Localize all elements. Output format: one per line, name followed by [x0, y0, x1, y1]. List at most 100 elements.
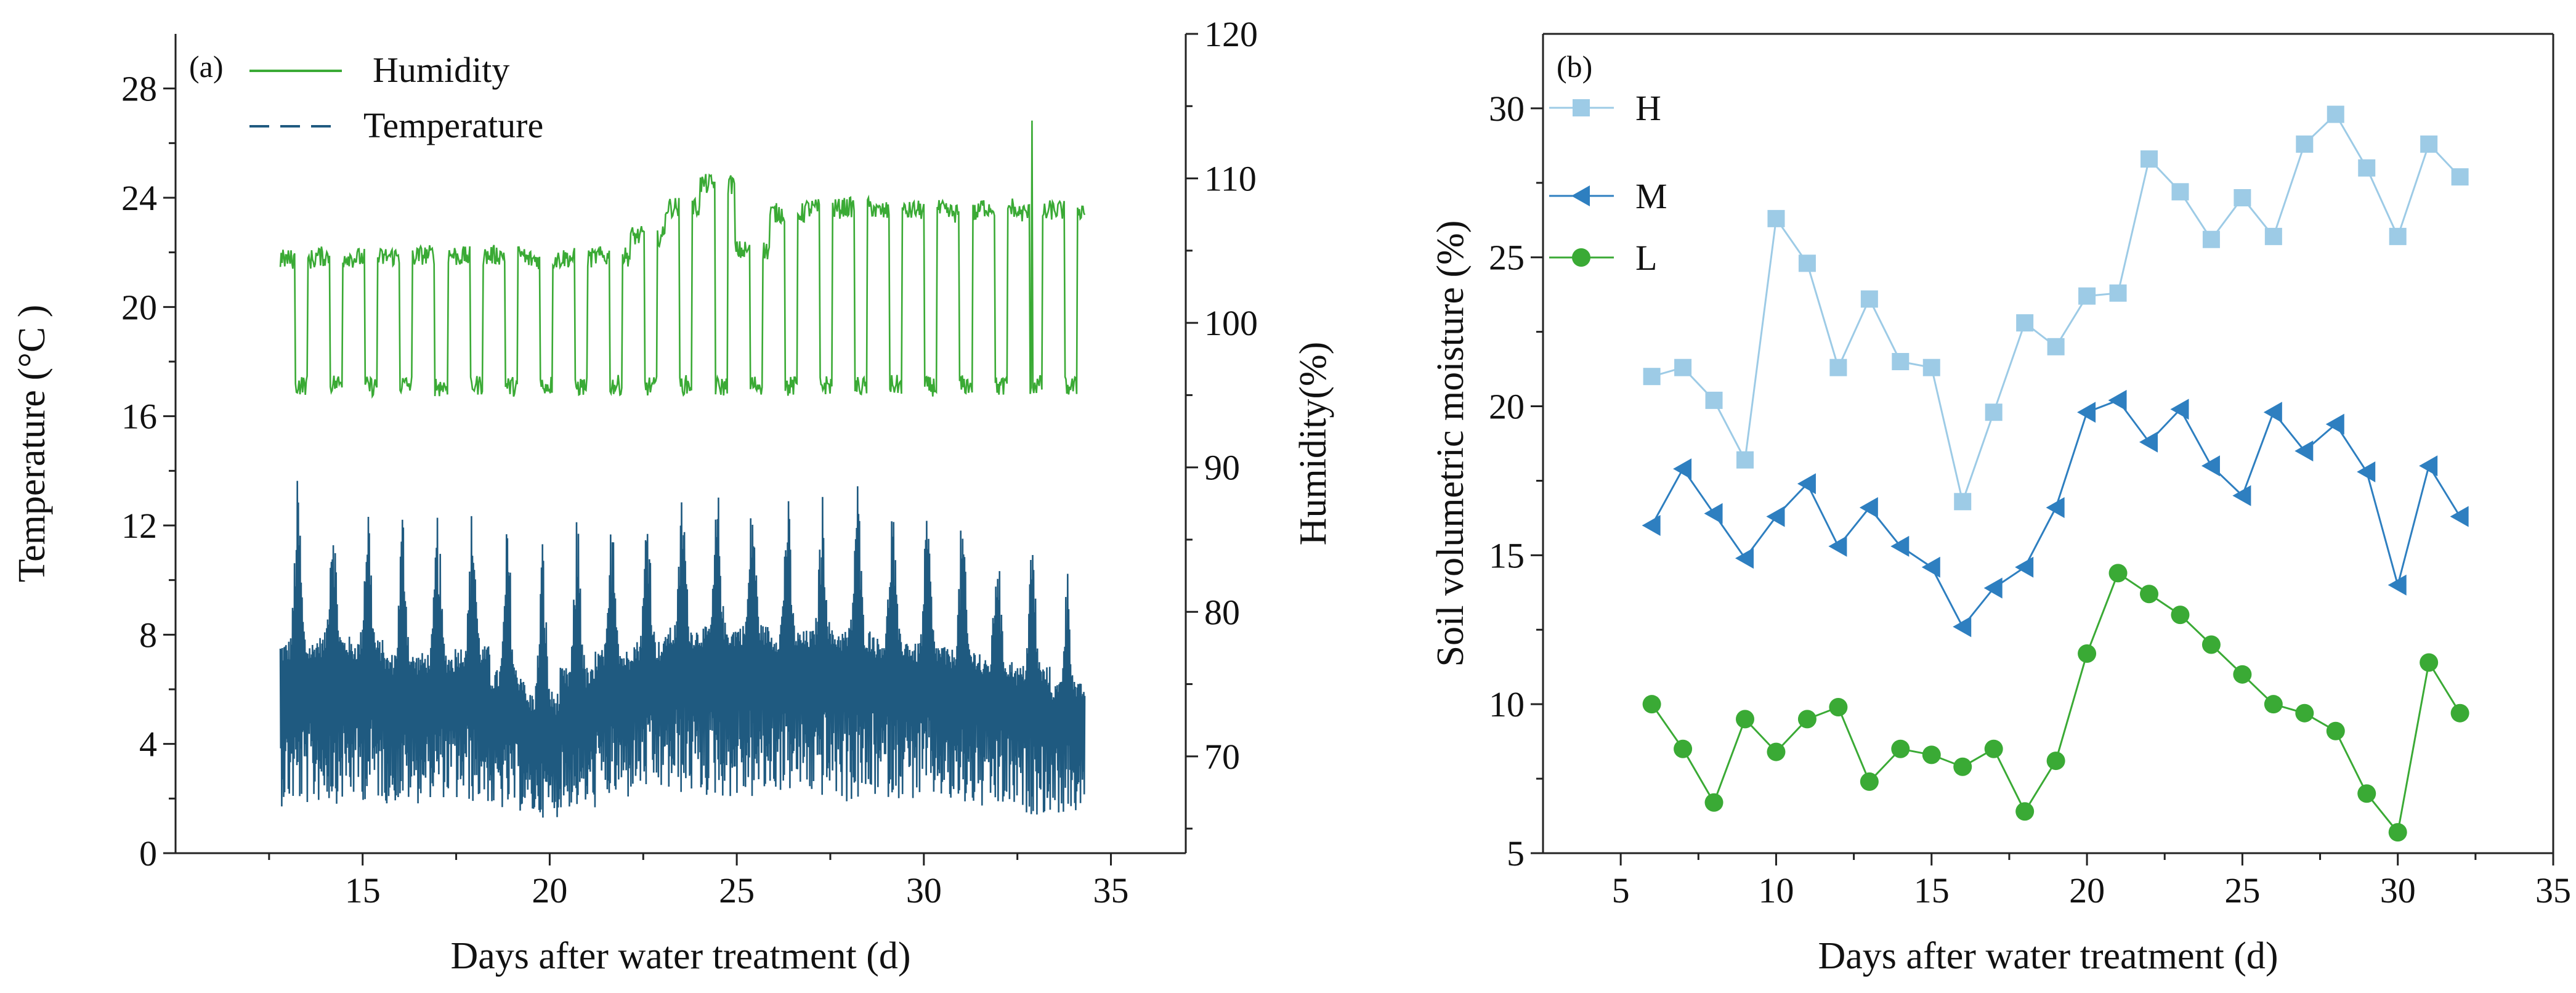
data-point-m — [1921, 556, 1940, 578]
data-point-m — [2108, 389, 2127, 411]
panel-b-axes: 5 10 15 20 25 30 35 5 10 15 20 25 30 — [1489, 33, 2571, 910]
data-point-m — [1735, 548, 1754, 569]
data-point-h — [2078, 287, 2096, 305]
panel-b-x-axis-title: Days after water treatment (d) — [1818, 935, 2278, 977]
data-point-h — [2202, 230, 2220, 248]
data-point-l — [2450, 703, 2469, 723]
data-point-l — [1642, 695, 1661, 714]
legend-label-temperature: Temperature — [363, 105, 543, 145]
panel-a-x-tick-label: 30 — [906, 870, 942, 910]
data-point-m — [2295, 440, 2314, 462]
panel-a-y-tick-label: 28 — [121, 69, 157, 109]
data-point-l — [2326, 721, 2345, 740]
series-line-l — [1651, 572, 2461, 835]
panel-a-y2-tick-label: 90 — [1204, 448, 1240, 488]
panel-b-plot-area — [1642, 105, 2469, 842]
data-point-h — [1798, 254, 1816, 272]
data-point-m — [1766, 506, 1785, 527]
panel-b-y-tick-label: 5 — [1507, 833, 1525, 873]
panel-a-y-tick-label: 20 — [121, 287, 157, 327]
data-point-m — [2232, 485, 2251, 506]
panel-a-x-tick-label: 20 — [532, 870, 567, 910]
panel-a-x-tick-label: 15 — [345, 870, 381, 910]
panel-b-x-tick-label: 35 — [2535, 870, 2571, 910]
data-point-h — [2327, 105, 2344, 123]
data-point-l — [1767, 742, 1786, 761]
legend-label-humidity: Humidity — [373, 50, 509, 90]
panel-a-legend: Humidity Temperature — [249, 50, 543, 145]
data-point-h — [1860, 290, 1878, 308]
legend-label-l: L — [1635, 238, 1657, 278]
panel-a-x-tick-label: 35 — [1093, 870, 1129, 910]
panel-b-x-tick-label: 25 — [2224, 870, 2260, 910]
panel-a-y-axis-title: Temperature (°C ) — [11, 305, 53, 583]
series-humidity — [279, 120, 1086, 399]
panel-b-y-tick-label: 10 — [1489, 684, 1525, 724]
data-point-h — [2141, 150, 2158, 168]
data-point-l — [1984, 739, 2003, 758]
panel-a-y2-tick-label: 110 — [1204, 159, 1257, 199]
data-point-m — [1953, 616, 1972, 638]
panel-a-label: (a) — [189, 49, 224, 84]
data-point-l — [2295, 703, 2314, 723]
data-point-m — [2450, 506, 2469, 527]
data-point-l — [1953, 757, 1972, 776]
panel-b-x-tick-label: 15 — [1914, 870, 1950, 910]
data-point-l — [1860, 772, 1879, 791]
panel-b-y-tick-label: 15 — [1489, 535, 1525, 575]
panel-a-y-tick-label: 24 — [121, 178, 157, 218]
panel-a-x-axis-title: Days after water treatment (d) — [450, 935, 910, 977]
panel-a-chart: 15 20 25 30 35 0 4 8 12 16 20 24 28 70 80 90 100 110 120 (… — [11, 14, 1334, 977]
legend-marker-l — [1572, 248, 1590, 267]
data-point-m — [1642, 515, 1661, 536]
data-point-l — [2140, 585, 2158, 604]
data-point-h — [2016, 314, 2034, 332]
data-point-h — [2358, 159, 2376, 177]
panel-b-x-tick-label: 30 — [2380, 870, 2416, 910]
data-point-h — [2264, 227, 2282, 245]
series-temperature — [279, 480, 1086, 818]
panel-a-y-tick-label: 16 — [121, 397, 157, 437]
panel-a-axes: 15 20 25 30 35 0 4 8 12 16 20 24 28 70 80 90 100 110 120 — [121, 14, 1258, 910]
legend-marker-h — [1573, 99, 1590, 116]
data-point-m — [1797, 473, 1816, 495]
series-m — [1642, 389, 2469, 638]
data-point-h — [1643, 368, 1661, 386]
panel-a-y-tick-label: 8 — [139, 615, 157, 655]
panel-a-y2-tick-label: 120 — [1204, 14, 1258, 54]
data-point-m — [2357, 461, 2376, 482]
data-point-h — [2171, 183, 2189, 201]
panel-b-y-tick-label: 30 — [1489, 89, 1525, 129]
data-point-h — [2109, 284, 2127, 302]
data-point-l — [1797, 710, 1817, 729]
data-point-l — [2078, 644, 2097, 663]
data-point-m — [1983, 577, 2003, 599]
series-h — [1643, 105, 2469, 511]
series-l — [1642, 564, 2469, 842]
data-point-h — [1892, 353, 1910, 370]
panel-a-plot-area — [279, 120, 1086, 818]
data-point-m — [2263, 402, 2282, 423]
data-point-h — [2451, 168, 2469, 186]
panel-a-y-tick-label: 4 — [139, 724, 157, 764]
legend-marker-m — [1571, 185, 1590, 206]
panel-a-y2-tick-label: 100 — [1204, 303, 1258, 343]
data-point-m — [1828, 535, 1847, 557]
data-point-l — [1922, 745, 1941, 764]
data-point-h — [1954, 493, 1972, 511]
data-point-h — [2296, 135, 2314, 153]
panel-b-y-tick-label: 20 — [1489, 387, 1525, 427]
data-point-m — [2325, 413, 2344, 435]
panel-b-x-tick-label: 20 — [2069, 870, 2105, 910]
data-point-m — [2077, 402, 2096, 423]
data-point-m — [2170, 399, 2189, 420]
data-point-l — [1674, 739, 1693, 758]
data-point-m — [2201, 455, 2220, 477]
data-point-h — [2047, 338, 2065, 355]
data-point-l — [2046, 752, 2065, 771]
data-point-m — [2046, 496, 2065, 518]
data-point-h — [1736, 451, 1754, 469]
data-point-h — [1674, 359, 1692, 376]
data-point-m — [1673, 458, 1692, 480]
